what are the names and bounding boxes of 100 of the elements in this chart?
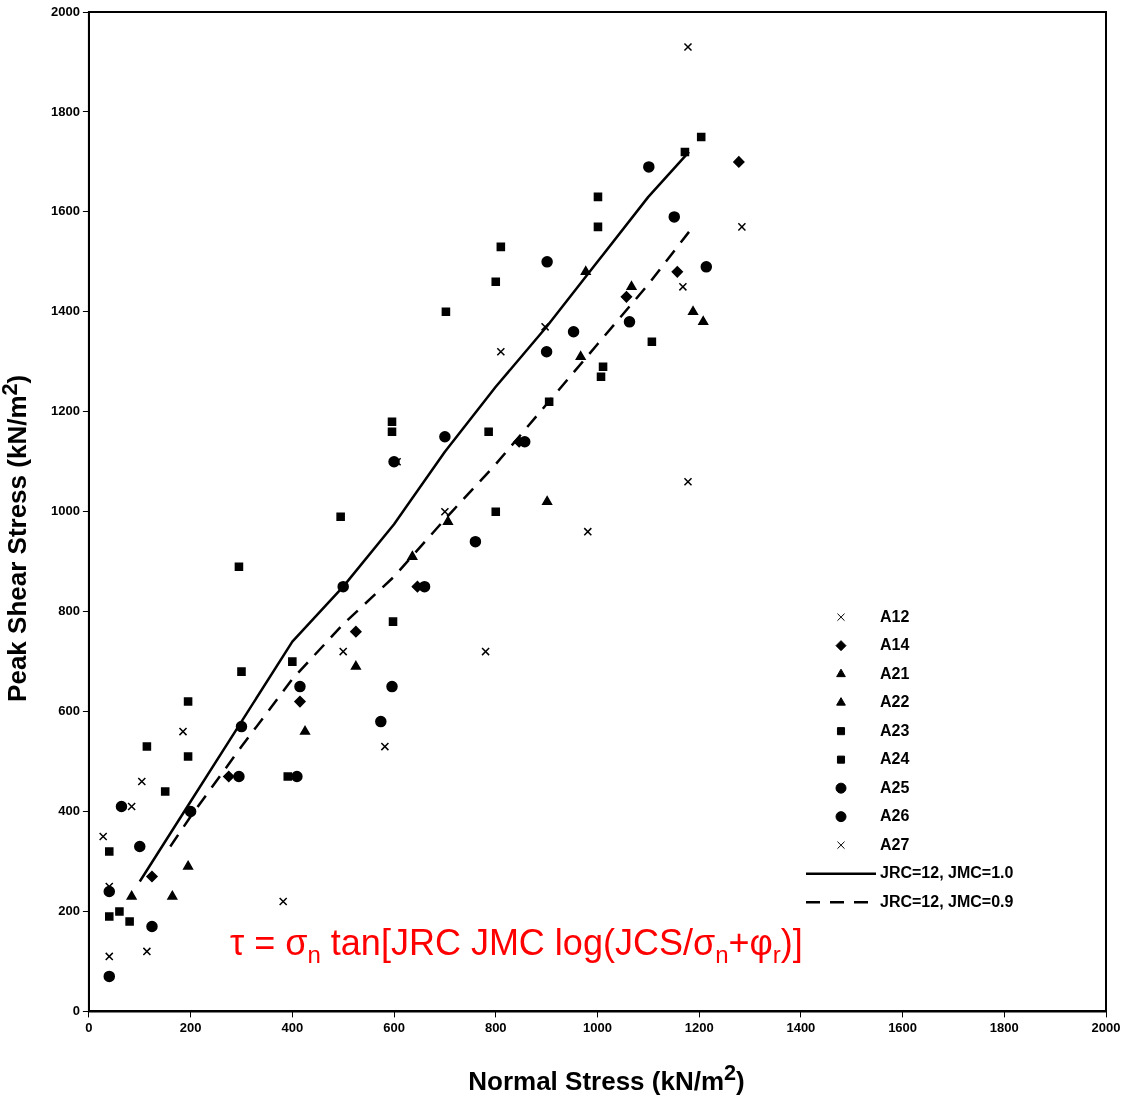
- point: [671, 266, 684, 278]
- point: [233, 770, 245, 783]
- y-tick-label: 1200: [51, 403, 80, 419]
- point: [441, 307, 451, 317]
- point: [737, 222, 747, 232]
- point: [299, 725, 311, 735]
- point: [104, 847, 114, 856]
- point: [439, 431, 451, 443]
- x-tick-label: 400: [281, 1019, 304, 1035]
- legend-label: A21: [880, 664, 910, 682]
- point: [496, 347, 506, 357]
- point: [496, 242, 506, 252]
- point: [407, 550, 418, 560]
- point: [668, 211, 680, 223]
- point: [235, 720, 248, 733]
- point: [698, 316, 709, 326]
- point: [596, 372, 606, 382]
- x-tick-label: 1200: [684, 1019, 714, 1035]
- point: [567, 326, 580, 338]
- point: [380, 742, 390, 751]
- point: [620, 291, 633, 303]
- legend-label: A24: [880, 750, 910, 768]
- point: [540, 322, 550, 332]
- point: [103, 970, 116, 983]
- point: [469, 535, 482, 548]
- point: [687, 306, 699, 316]
- point: [647, 337, 657, 347]
- point: [183, 860, 194, 870]
- point: [683, 477, 693, 486]
- legend-label: A22: [880, 693, 910, 711]
- legend-label: A23: [880, 721, 910, 739]
- point: [598, 362, 608, 372]
- x-tick-label: 600: [383, 1019, 405, 1035]
- point: [643, 161, 655, 173]
- y-tick-label: 0: [72, 1002, 80, 1018]
- x-tick-label: 800: [484, 1019, 507, 1035]
- point: [583, 527, 593, 536]
- point: [283, 772, 293, 781]
- x-tick-label: 1800: [989, 1019, 1019, 1035]
- legend-label: A26: [880, 807, 910, 825]
- x-tick-label: 1000: [583, 1019, 612, 1035]
- point: [375, 715, 387, 728]
- point: [115, 800, 128, 813]
- point: [388, 617, 398, 626]
- point: [291, 770, 303, 783]
- point: [481, 647, 490, 656]
- point: [575, 351, 586, 361]
- point: [696, 132, 706, 142]
- point: [184, 805, 197, 818]
- point: [146, 870, 158, 883]
- point: [442, 515, 454, 525]
- point: [142, 947, 152, 956]
- point: [104, 912, 114, 921]
- point: [98, 832, 108, 841]
- point: [294, 695, 306, 708]
- point: [183, 752, 193, 761]
- point: [580, 266, 591, 276]
- point: [491, 277, 501, 287]
- line-series: [169, 230, 691, 848]
- point: [126, 890, 137, 900]
- point: [350, 625, 362, 638]
- y-tick-label: 1800: [51, 103, 80, 119]
- point: [626, 281, 637, 291]
- legend-label: JRC=12, JMC=0.9: [880, 892, 1014, 910]
- point: [680, 147, 690, 157]
- point: [338, 647, 348, 656]
- point: [115, 907, 124, 916]
- point: [593, 222, 603, 232]
- y-tick-label: 2000: [51, 3, 80, 19]
- point: [167, 890, 178, 900]
- point: [440, 507, 450, 516]
- point: [183, 697, 193, 706]
- point: [127, 802, 136, 811]
- x-tick-label: 200: [179, 1019, 202, 1035]
- point: [137, 777, 147, 786]
- point: [542, 495, 553, 505]
- x-tick-label: 1600: [888, 1019, 918, 1035]
- point: [387, 417, 397, 427]
- point: [350, 660, 361, 670]
- legend-label: A12: [880, 607, 910, 625]
- point: [540, 346, 553, 358]
- point: [700, 261, 713, 273]
- legend-label: A27: [880, 835, 910, 853]
- y-tick-label: 200: [58, 903, 80, 919]
- point: [146, 920, 158, 933]
- point: [125, 917, 134, 926]
- point: [336, 512, 345, 521]
- point: [541, 256, 553, 268]
- y-tick-label: 600: [58, 703, 80, 719]
- point: [337, 580, 349, 593]
- point: [387, 427, 397, 437]
- y-tick-label: 1000: [51, 503, 80, 519]
- x-tick-label: 1400: [786, 1019, 816, 1035]
- point: [142, 742, 152, 751]
- annotation: τ = σ$_{n}$ tan[JRC JMC log(JCS/σ$_{n}$+φ$_{r}$)]: [230, 922, 803, 970]
- point: [294, 680, 306, 693]
- point: [491, 507, 501, 516]
- point: [386, 680, 398, 693]
- y-tick-label: 800: [58, 603, 80, 619]
- point: [288, 657, 297, 666]
